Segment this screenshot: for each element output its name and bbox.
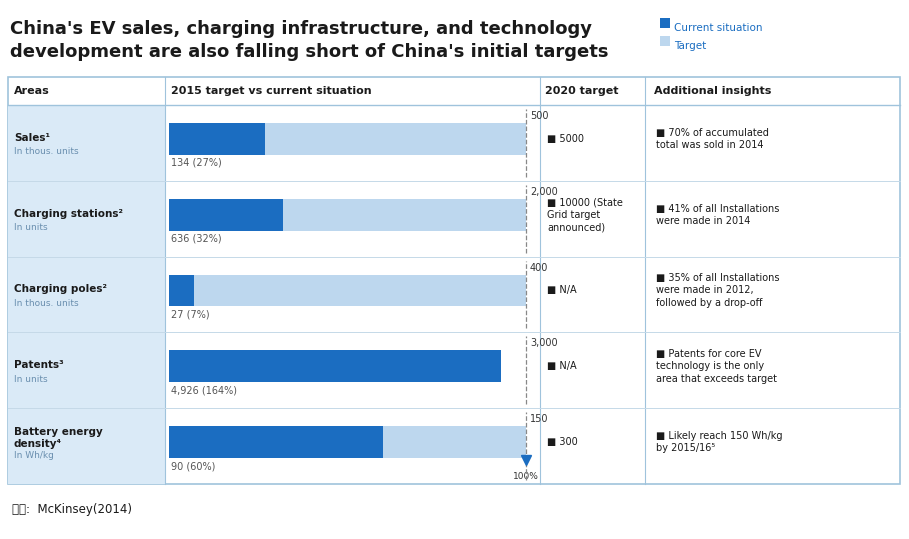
Bar <box>169 350 501 382</box>
Bar <box>169 274 526 306</box>
Bar <box>169 274 194 306</box>
Text: ■ 35% of all Installations
were made in 2012,
followed by a drop-off: ■ 35% of all Installations were made in … <box>656 273 780 308</box>
Bar <box>169 426 526 458</box>
Text: ■ 70% of accumulated
total was sold in 2014: ■ 70% of accumulated total was sold in 2… <box>656 128 769 150</box>
Text: In Wh/kg: In Wh/kg <box>14 451 54 460</box>
Text: 500: 500 <box>530 111 548 121</box>
Bar <box>8 333 165 408</box>
Text: 100%: 100% <box>513 472 539 481</box>
Text: Current situation: Current situation <box>674 23 763 33</box>
Bar <box>8 77 900 484</box>
Text: In units: In units <box>14 223 47 232</box>
Text: Patents³: Patents³ <box>14 360 64 370</box>
Text: China's EV sales, charging infrastructure, and technology: China's EV sales, charging infrastructur… <box>10 20 592 38</box>
Text: In units: In units <box>14 375 47 384</box>
Bar <box>169 123 526 155</box>
Text: 400: 400 <box>530 262 548 273</box>
Text: In thous. units: In thous. units <box>14 299 78 308</box>
Text: 2020 target: 2020 target <box>545 86 618 96</box>
Text: 4,926 (164%): 4,926 (164%) <box>171 385 237 395</box>
Text: 27 (7%): 27 (7%) <box>171 309 210 320</box>
Bar <box>660 36 670 46</box>
Text: In thous. units: In thous. units <box>14 147 78 156</box>
Text: 150: 150 <box>530 414 548 424</box>
Text: ■ 10000 (State
Grid target
announced): ■ 10000 (State Grid target announced) <box>547 197 623 232</box>
Text: 자료:  McKinsey(2014): 자료: McKinsey(2014) <box>12 502 132 515</box>
Text: Charging poles²: Charging poles² <box>14 285 107 294</box>
Bar <box>8 105 165 181</box>
Bar <box>169 123 265 155</box>
Text: ■ N/A: ■ N/A <box>547 361 576 371</box>
Text: 90 (60%): 90 (60%) <box>171 461 215 471</box>
Bar <box>8 181 165 257</box>
Text: ■ 300: ■ 300 <box>547 437 578 447</box>
Bar <box>8 257 165 333</box>
Text: Areas: Areas <box>14 86 50 96</box>
Bar <box>660 18 670 28</box>
Text: Sales¹: Sales¹ <box>14 133 50 143</box>
Bar <box>169 199 526 231</box>
Text: 2,000: 2,000 <box>530 187 558 197</box>
Bar <box>8 408 165 484</box>
Text: 2015 target vs current situation: 2015 target vs current situation <box>171 86 372 96</box>
Bar <box>169 199 284 231</box>
Text: ■ 5000: ■ 5000 <box>547 134 584 144</box>
Text: Target: Target <box>674 41 706 51</box>
Text: Additional insights: Additional insights <box>654 86 772 96</box>
Text: Battery energy
density⁴: Battery energy density⁴ <box>14 427 103 450</box>
Text: ■ Likely reach 150 Wh/kg
by 2015/16⁵: ■ Likely reach 150 Wh/kg by 2015/16⁵ <box>656 431 783 453</box>
Text: ■ 41% of all Installations
were made in 2014: ■ 41% of all Installations were made in … <box>656 204 779 226</box>
Text: 636 (32%): 636 (32%) <box>171 233 222 244</box>
Text: development are also falling short of China's initial targets: development are also falling short of Ch… <box>10 43 608 61</box>
Text: 3,000: 3,000 <box>530 338 557 348</box>
Text: ■ N/A: ■ N/A <box>547 286 576 295</box>
Text: Charging stations²: Charging stations² <box>14 209 123 219</box>
Text: ■ Patents for core EV
technology is the only
area that exceeds target: ■ Patents for core EV technology is the … <box>656 349 777 384</box>
Text: 134 (27%): 134 (27%) <box>171 158 222 168</box>
Bar <box>169 426 384 458</box>
